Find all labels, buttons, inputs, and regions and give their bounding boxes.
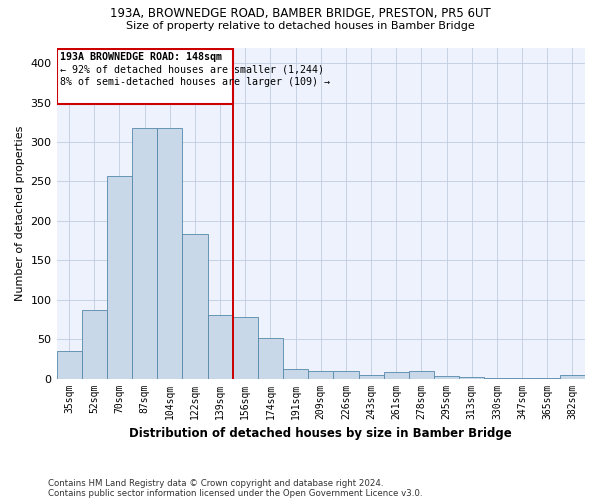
Bar (560, 376, 585, 378)
X-axis label: Distribution of detached houses by size in Bamber Bridge: Distribution of detached houses by size … (130, 427, 512, 440)
Text: Contains HM Land Registry data © Crown copyright and database right 2024.: Contains HM Land Registry data © Crown c… (48, 478, 383, 488)
Text: 193A BROWNEDGE ROAD: 148sqm: 193A BROWNEDGE ROAD: 148sqm (61, 52, 223, 62)
Bar (383, 372, 409, 378)
Bar (258, 338, 283, 378)
Bar (132, 128, 157, 378)
Text: Size of property relative to detached houses in Bamber Bridge: Size of property relative to detached ho… (125, 21, 475, 31)
Text: Contains public sector information licensed under the Open Government Licence v3: Contains public sector information licen… (48, 488, 422, 498)
Bar (459, 377, 484, 378)
Bar (56, 49, 233, 104)
Bar (157, 128, 182, 378)
Text: ← 92% of detached houses are smaller (1,244): ← 92% of detached houses are smaller (1,… (61, 65, 325, 75)
Bar (409, 370, 434, 378)
Bar (233, 317, 258, 378)
Bar (359, 374, 383, 378)
Bar (308, 370, 334, 378)
Bar (434, 376, 459, 378)
Bar (82, 310, 107, 378)
Text: 193A, BROWNEDGE ROAD, BAMBER BRIDGE, PRESTON, PR5 6UT: 193A, BROWNEDGE ROAD, BAMBER BRIDGE, PRE… (110, 8, 490, 20)
Bar (334, 370, 359, 378)
Bar (208, 316, 233, 378)
Bar (182, 234, 208, 378)
Bar (283, 369, 308, 378)
Text: 8% of semi-detached houses are larger (109) →: 8% of semi-detached houses are larger (1… (61, 78, 331, 88)
Y-axis label: Number of detached properties: Number of detached properties (15, 126, 25, 300)
Bar (107, 176, 132, 378)
Bar (56, 351, 82, 378)
